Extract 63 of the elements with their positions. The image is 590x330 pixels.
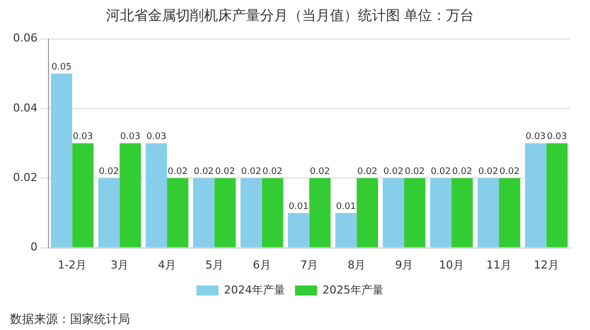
y-tick-label: 0.02 [12,170,38,184]
bar [50,74,72,248]
bar [309,178,331,248]
x-tick-label: 3月 [110,258,129,272]
chart-title: 河北省金属切削机床产量分月（当月值）统计图 单位：万台 [106,8,474,24]
bar [478,178,499,248]
bar [214,178,236,248]
data-label: 0.02 [383,166,404,177]
data-label: 0.05 [52,62,72,72]
data-label: 0.02 [452,166,472,177]
data-label: 0.02 [430,166,451,177]
y-tick-label: 0 [30,240,38,254]
data-label: 0.02 [241,166,262,177]
data-label: 0.03 [526,132,546,142]
bar [498,178,520,248]
legend-label: 2024年产量 [224,283,286,296]
y-tick-label: 0.06 [12,32,38,45]
data-label: 0.02 [357,166,378,177]
data-label: 0.02 [500,166,520,177]
bar [72,143,94,248]
data-label: 0.02 [262,166,283,177]
bar [430,178,452,248]
bar [120,143,141,248]
x-tick-label: 4月 [158,258,176,272]
data-label: 0.02 [215,166,236,177]
bar [546,143,568,248]
bar [167,178,188,248]
bar [240,178,262,248]
data-label: 0.02 [478,166,498,177]
source-note: 数据来源：国家统计局 [10,312,130,326]
bar [451,178,473,248]
bar [193,178,214,248]
bar [524,143,546,248]
bar [288,212,310,248]
y-tick-label: 0.04 [12,101,38,114]
bar [356,178,378,248]
data-label: 0.02 [168,166,188,177]
bar [335,212,357,248]
data-label: 0.01 [336,202,356,212]
x-tick-label: 10月 [438,258,464,272]
x-tick-label: 11月 [486,258,512,272]
x-tick-label: 6月 [252,258,271,272]
data-label: 0.03 [546,132,567,142]
data-label: 0.02 [310,166,330,177]
x-tick-label: 9月 [395,258,414,272]
x-tick-label: 8月 [348,258,366,272]
bar [146,143,168,248]
data-label: 0.01 [288,202,309,212]
x-tick-label: 7月 [300,258,318,272]
x-tick-label: 12月 [534,258,559,272]
legend-label: 2025年产量 [322,283,384,296]
data-label: 0.02 [404,166,425,177]
x-tick-label: 5月 [205,258,224,272]
data-label: 0.03 [72,132,93,142]
bar [262,178,284,248]
data-label: 0.02 [98,166,119,177]
bar [98,178,120,248]
bar [382,178,404,248]
data-label: 0.02 [194,166,214,177]
data-label: 0.03 [120,132,140,142]
bar [404,178,426,248]
data-label: 0.03 [146,132,166,142]
x-tick-label: 1-2月 [58,258,87,272]
